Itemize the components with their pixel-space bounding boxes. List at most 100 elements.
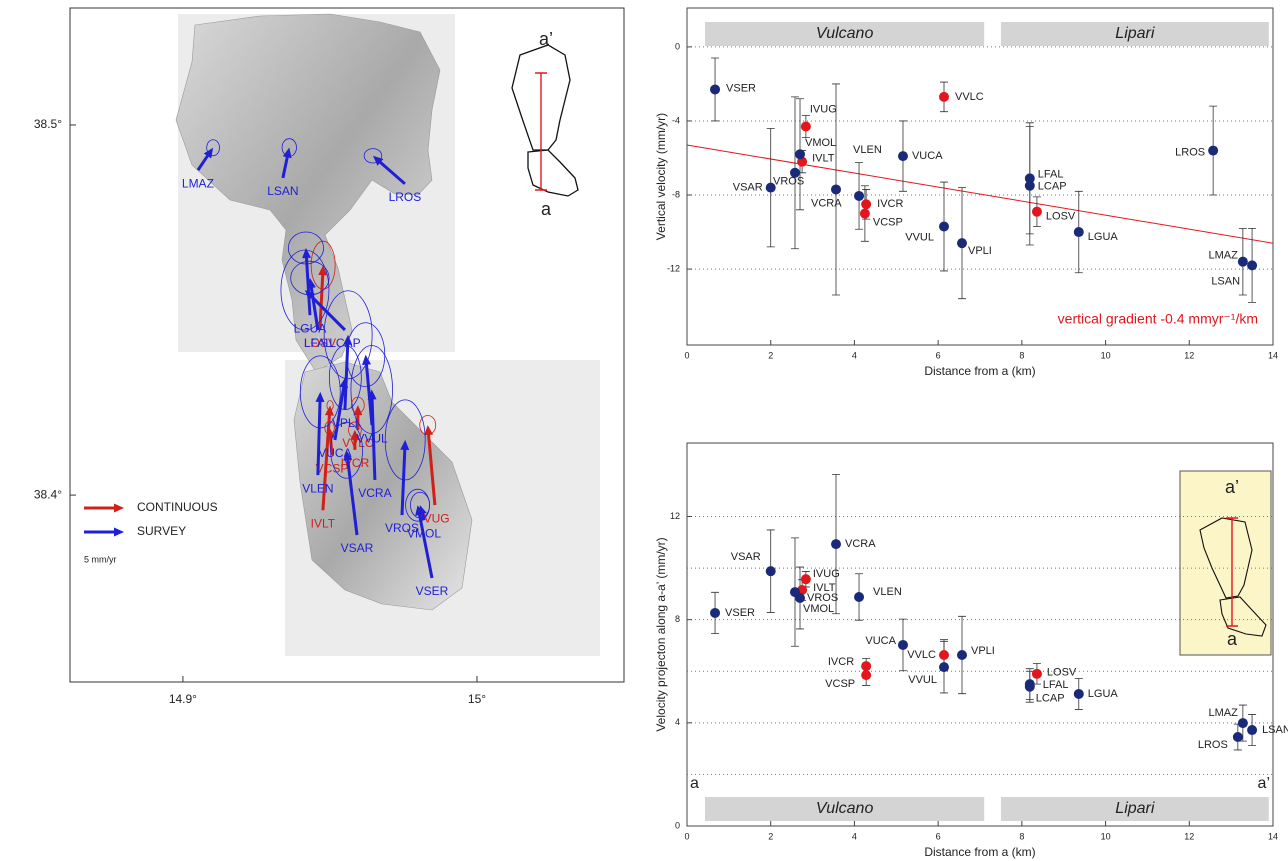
point-label: LROS: [1198, 739, 1228, 751]
y-tick-label: 4: [675, 717, 680, 727]
data-point: [861, 199, 871, 209]
x-tick-label: 14: [1268, 831, 1278, 841]
y-tick-label: 38.5°: [34, 117, 62, 131]
point-label: LMAZ: [1209, 250, 1239, 262]
point-label: VCSP: [873, 216, 903, 228]
y-tick-label: -4: [672, 115, 680, 125]
y-tick-label: 0: [675, 41, 680, 51]
profile-end: a’: [1258, 775, 1270, 792]
data-point: [831, 184, 841, 194]
data-point: [1032, 207, 1042, 217]
x-tick-label: 0: [684, 831, 689, 841]
point-label: LSAN: [1262, 724, 1288, 736]
x-tick-label: 12: [1184, 350, 1194, 360]
station-label: LMAZ: [182, 176, 214, 190]
point-label: VSER: [726, 82, 756, 94]
station-label: VPLI: [332, 416, 358, 430]
point-label: VPLI: [971, 645, 995, 657]
point-label: VPLI: [968, 245, 992, 257]
data-point: [1032, 669, 1042, 679]
point-label: VMOL: [805, 137, 836, 149]
x-tick-label: 8: [1019, 831, 1024, 841]
data-point: [766, 566, 776, 576]
point-label: VROS: [773, 176, 804, 188]
point-label: VLEN: [853, 144, 882, 156]
page: a’ a a’ a 14.9°15°38.4°38.5°LOSVIVLTVCSP…: [0, 0, 1288, 861]
point-label: VCRA: [811, 197, 842, 209]
point-label: LGUA: [1088, 688, 1119, 700]
data-point: [861, 661, 871, 671]
data-point: [1025, 181, 1035, 191]
y-tick-label: -8: [672, 189, 680, 199]
x-axis-label: Distance from a (km): [924, 845, 1035, 859]
data-point: [1238, 718, 1248, 728]
data-point: [939, 221, 949, 231]
point-label: VUCA: [912, 150, 943, 162]
data-point: [801, 122, 811, 132]
x-tick-label: 2: [768, 831, 773, 841]
point-label: VVUL: [905, 231, 934, 243]
data-point: [957, 238, 967, 248]
y-tick-label: 38.4°: [34, 487, 62, 501]
station-label: LROS: [389, 190, 422, 204]
point-label: VSAR: [733, 182, 763, 194]
data-point: [861, 670, 871, 680]
point-label: VCRA: [845, 538, 876, 550]
point-label: IVLT: [812, 153, 835, 165]
data-point: [939, 662, 949, 672]
legend-label: CONTINUOUS: [137, 500, 218, 514]
point-label: IVCR: [828, 656, 854, 668]
inset-label: a: [541, 199, 552, 219]
inset-box: [1180, 471, 1271, 655]
x-tick-label: 15°: [468, 692, 486, 706]
data-point: [1247, 725, 1257, 735]
data-point: [898, 640, 908, 650]
scale-label: 5 mm/yr: [84, 554, 117, 564]
data-point: [898, 151, 908, 161]
annotation: vertical gradient -0.4 mmyr⁻¹/km: [1058, 311, 1258, 327]
point-label: LGUA: [1088, 231, 1119, 243]
station-label: VLEN: [302, 481, 333, 495]
region-label: Vulcano: [816, 800, 874, 817]
x-tick-label: 8: [1019, 350, 1024, 360]
point-label: VLEN: [873, 586, 902, 598]
data-point: [939, 92, 949, 102]
y-tick-label: 0: [675, 820, 680, 830]
data-point: [831, 539, 841, 549]
data-point: [1238, 257, 1248, 267]
figure: a’ a a’ a 14.9°15°38.4°38.5°LOSVIVLTVCSP…: [0, 0, 1288, 861]
data-point: [1233, 732, 1243, 742]
data-point: [957, 650, 967, 660]
point-label: VVLC: [907, 649, 936, 661]
region-label: Lipari: [1115, 25, 1155, 42]
station-label: VSER: [416, 584, 449, 598]
point-label: LCAP: [1038, 181, 1067, 193]
profile-end: a: [690, 775, 699, 792]
data-point: [795, 149, 805, 159]
region-label: Lipari: [1115, 800, 1155, 817]
x-tick-label: 12: [1184, 831, 1194, 841]
data-point: [939, 650, 949, 660]
x-tick-label: 14.9°: [169, 692, 197, 706]
x-tick-label: 2: [768, 350, 773, 360]
inset-label: a: [1227, 629, 1238, 649]
data-point: [1208, 146, 1218, 156]
point-label: IVCR: [877, 198, 903, 210]
station-label: VSAR: [341, 541, 374, 555]
y-tick-label: -12: [667, 263, 680, 273]
region-label: Vulcano: [816, 25, 874, 42]
data-point: [854, 592, 864, 602]
y-axis-label: Velocity projecton along a-a’ (mm/yr): [654, 537, 668, 731]
x-tick-label: 4: [852, 831, 857, 841]
point-label: LCAP: [1036, 693, 1065, 705]
x-tick-label: 6: [936, 831, 941, 841]
data-point: [1025, 682, 1035, 692]
point-label: VVUL: [908, 674, 937, 686]
inset-label: a’: [1225, 477, 1239, 497]
x-tick-label: 10: [1101, 831, 1111, 841]
point-label: IVUG: [813, 568, 840, 580]
point-label: LFAL: [1038, 168, 1064, 180]
x-tick-label: 6: [936, 350, 941, 360]
data-point: [1074, 227, 1084, 237]
point-label: VUCA: [865, 635, 896, 647]
